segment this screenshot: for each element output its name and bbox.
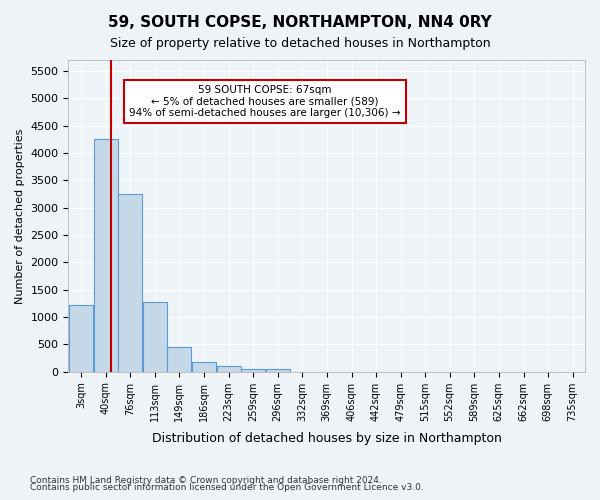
Bar <box>266 369 290 372</box>
Bar <box>94 140 118 372</box>
Y-axis label: Number of detached properties: Number of detached properties <box>15 128 25 304</box>
Text: Contains HM Land Registry data © Crown copyright and database right 2024.: Contains HM Land Registry data © Crown c… <box>30 476 382 485</box>
Bar <box>241 369 265 372</box>
Bar <box>191 362 216 372</box>
Bar <box>69 305 93 372</box>
Bar <box>118 194 142 372</box>
Text: Size of property relative to detached houses in Northampton: Size of property relative to detached ho… <box>110 38 490 51</box>
X-axis label: Distribution of detached houses by size in Northampton: Distribution of detached houses by size … <box>152 432 502 445</box>
Text: Contains public sector information licensed under the Open Government Licence v3: Contains public sector information licen… <box>30 484 424 492</box>
Text: 59, SOUTH COPSE, NORTHAMPTON, NN4 0RY: 59, SOUTH COPSE, NORTHAMPTON, NN4 0RY <box>108 15 492 30</box>
Bar <box>143 302 167 372</box>
Bar <box>167 346 191 372</box>
Text: 59 SOUTH COPSE: 67sqm
← 5% of detached houses are smaller (589)
94% of semi-deta: 59 SOUTH COPSE: 67sqm ← 5% of detached h… <box>129 85 400 118</box>
Bar <box>217 366 241 372</box>
